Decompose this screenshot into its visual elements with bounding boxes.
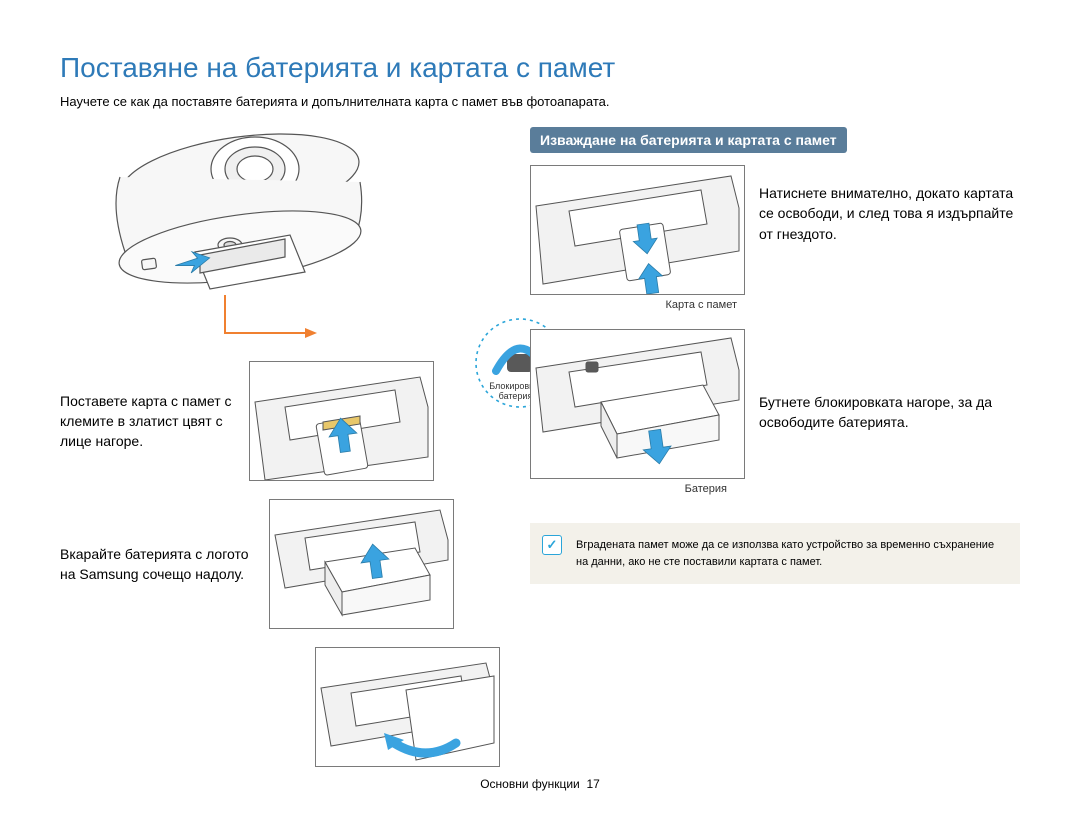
note-text: Вградената памет може да се използва кат… — [576, 539, 994, 568]
subheader: Изваждане на батерията и картата с памет — [530, 127, 847, 153]
connector-arrow — [215, 295, 325, 351]
step1-text: Поставете карта с памет с клемите в злат… — [60, 391, 235, 452]
page-title: Поставяне на батерията и картата с памет — [60, 52, 1020, 84]
note-box: ✓ Вградената памет може да се използва к… — [530, 523, 1020, 584]
right-column: Изваждане на батерията и картата с памет — [530, 127, 1020, 785]
fig-insert-card — [249, 361, 434, 481]
step2-text: Вкарайте батерията с логото на Samsung с… — [60, 544, 255, 585]
battery-caption: Батерия — [530, 479, 745, 495]
fig-insert-battery — [269, 499, 454, 629]
battery-text: Бутнете блокировката нагоре, за да освоб… — [759, 392, 1020, 433]
memcard-text: Натиснете внимателно, докато картата се … — [759, 165, 1020, 244]
camera-illustration — [80, 127, 375, 317]
footer-page: 17 — [586, 777, 599, 791]
page-footer: Основни функции 17 — [0, 777, 1080, 791]
left-column: Поставете карта с памет с клемите в злат… — [60, 127, 500, 785]
memcard-caption: Карта с памет — [530, 295, 745, 311]
fig-remove-card — [530, 165, 745, 295]
note-icon: ✓ — [542, 535, 562, 555]
fig-close-cover — [315, 647, 500, 767]
fig-remove-battery — [530, 329, 745, 479]
intro-text: Научете се как да поставяте батерията и … — [60, 94, 1020, 109]
footer-section: Основни функции — [480, 777, 580, 791]
